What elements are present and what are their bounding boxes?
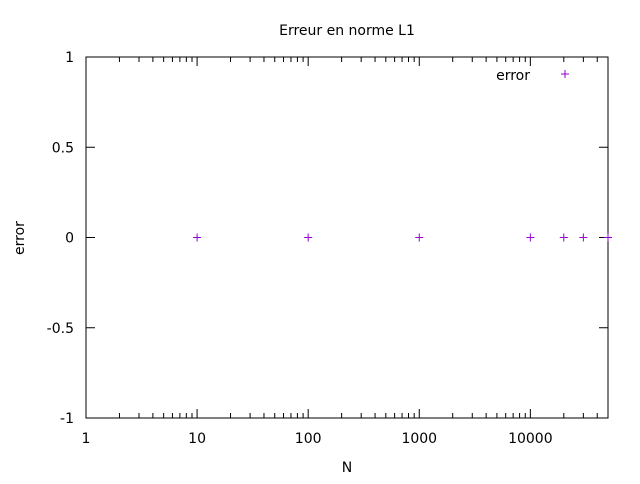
legend-marker xyxy=(561,70,569,78)
x-axis-label: N xyxy=(342,460,352,476)
chart-title: Erreur en norme L1 xyxy=(279,23,415,39)
x-tick-label: 10 xyxy=(188,431,206,447)
y-tick-label: 0.5 xyxy=(52,140,74,156)
y-axis-label: error xyxy=(12,221,28,255)
data-point xyxy=(193,233,202,242)
y-tick-label: 0 xyxy=(65,231,74,247)
legend: error xyxy=(496,68,569,84)
legend-label: error xyxy=(496,68,530,84)
data-point xyxy=(304,233,313,242)
data-point xyxy=(604,233,612,242)
data-point xyxy=(415,233,424,242)
x-tick-label: 100 xyxy=(295,431,322,447)
y-tick-label: -1 xyxy=(60,411,74,427)
x-tick-label: 1000 xyxy=(401,431,437,447)
data-point xyxy=(559,233,568,242)
y-tick-label: -0.5 xyxy=(47,321,74,337)
data-point xyxy=(526,233,535,242)
axes: 1 10 100 1000 10000 1 0.5 0 -0.5 -1 xyxy=(47,50,609,447)
y-tick-label: 1 xyxy=(65,50,74,66)
data-points xyxy=(193,233,612,242)
x-tick-label: 10000 xyxy=(508,431,553,447)
x-tick-label: 1 xyxy=(82,431,91,447)
data-point xyxy=(579,233,588,242)
